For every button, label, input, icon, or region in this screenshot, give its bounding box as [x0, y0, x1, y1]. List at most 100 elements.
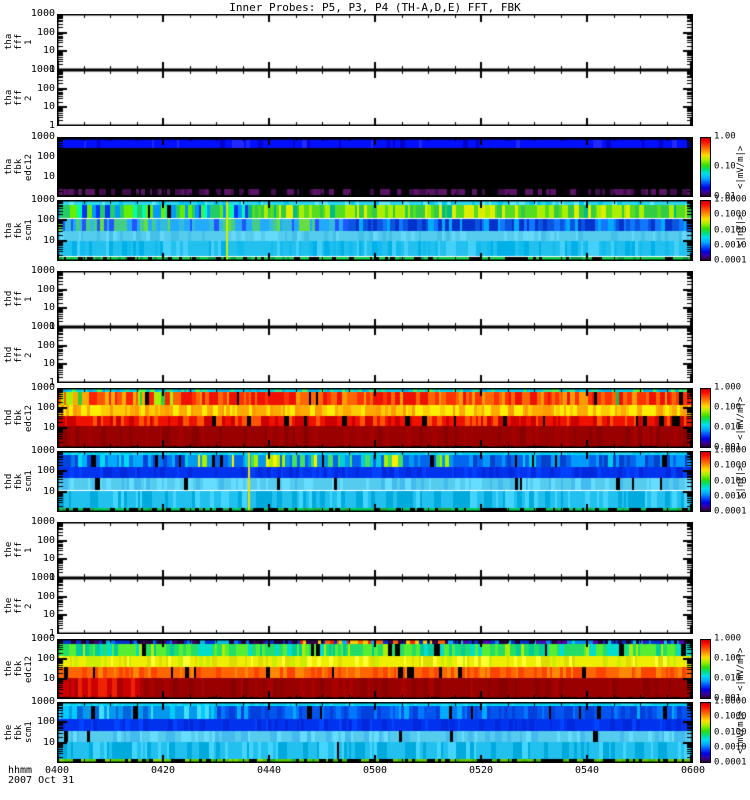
y-tick-label: 100	[36, 591, 55, 602]
panel-label-the-fff-1: the fff 1	[4, 541, 34, 559]
y-tick-label: 10	[42, 171, 55, 182]
colorbar-tick-label: 0.0100	[714, 727, 747, 738]
colorbar-tick-label: 0.0001	[714, 757, 747, 768]
colorbar-title: <|mV/m|>	[736, 647, 746, 691]
panel-thd-fbk-edc12: thd fbk edc12 1000 100 10 1.000 0.100 0.010 0.0…	[0, 383, 750, 453]
spectrogram-canvas-the-fbk-scm1	[57, 702, 693, 763]
colorbar-title: <|mV/m|>	[736, 145, 746, 189]
y-tick-label: 1	[48, 64, 55, 75]
colorbar-tick-label: 0.1000	[714, 711, 747, 722]
colorbar-tick-label: 0.010	[714, 673, 742, 684]
y-tick-label: 10	[42, 609, 55, 620]
y-tick-label: 1	[48, 377, 55, 388]
y-tick-label: 1	[48, 321, 55, 332]
colorbar-tick-label: 0.0010	[714, 240, 747, 251]
panel-label-the-fff-2: the fff 2	[4, 597, 34, 615]
panel-label-the-fbk-scm1: the fbk scm1	[4, 721, 34, 744]
colorbar-thd-fbk-edc12	[700, 388, 711, 448]
y-tick-label: 100	[36, 716, 55, 727]
y-tick-label: 1000	[30, 194, 55, 205]
x-axis-label: hhmm	[8, 765, 33, 776]
panel-label-the-fbk-edc12: the fbk edc12	[4, 655, 34, 683]
colorbar-the-fbk-edc12	[700, 639, 711, 699]
empty-panel-canvas-thd-fff-1	[57, 271, 693, 327]
y-tick-label: 100	[36, 465, 55, 476]
y-tick-label: 100	[36, 402, 55, 413]
y-tick-label: 1000	[30, 265, 55, 276]
colorbar-tick-label: 0.0100	[714, 476, 747, 487]
colorbar-tick-label: 1.00	[714, 131, 736, 142]
panel-label-thd-fbk-edc12: thd fbk edc12	[4, 404, 34, 432]
y-tick-label: 100	[36, 535, 55, 546]
panel-thd-fff-1: thd fff 1 1000 100 10 1	[0, 266, 750, 332]
panel-label-tha-fbk-edc12: tha fbk edc12	[4, 153, 34, 181]
x-tick-label: 0500	[362, 765, 388, 776]
colorbar-tick-label: 1.0000	[714, 194, 747, 205]
x-tick-label: 0540	[574, 765, 600, 776]
panel-thd-fff-2: thd fff 2 1000 100 10 1	[0, 322, 750, 388]
empty-panel-canvas-thd-fff-2	[57, 327, 693, 383]
panel-tha-fbk-edc12: tha fbk edc12 1000 100 10 1.00 0.10 0.01 <|mV/m…	[0, 132, 750, 202]
y-tick-label: 10	[42, 45, 55, 56]
empty-panel-canvas-tha-fff-2	[57, 70, 693, 126]
spectrogram-canvas-tha-fbk-edc12	[57, 137, 693, 197]
y-tick-label: 100	[36, 284, 55, 295]
colorbar-tick-label: 0.010	[714, 422, 742, 433]
y-tick-label: 1000	[30, 131, 55, 142]
y-tick-label: 1000	[30, 633, 55, 644]
panel-tha-fff-1: tha fff 1 1000 100 10 1	[0, 9, 750, 75]
colorbar-title: <|nT|>	[736, 214, 746, 247]
colorbar-tick-label: 0.0010	[714, 742, 747, 753]
panel-label-tha-fbk-scm1: tha fbk scm1	[4, 219, 34, 242]
colorbar-tha-fbk-scm1	[700, 200, 711, 261]
colorbar-title: <|mV/m|>	[736, 710, 746, 755]
spectrogram-canvas-thd-fbk-edc12	[57, 388, 693, 448]
y-tick-label: 1000	[30, 8, 55, 19]
y-tick-label: 10	[42, 302, 55, 313]
y-tick-label: 10	[42, 358, 55, 369]
y-tick-label: 1000	[30, 64, 55, 75]
colorbar-tick-label: 0.01	[714, 191, 736, 202]
colorbar-tick-label: 1.000	[714, 633, 742, 644]
y-tick-label: 10	[42, 422, 55, 433]
y-tick-label: 10	[42, 486, 55, 497]
colorbar-tick-label: 0.0001	[714, 506, 747, 517]
panel-the-fff-2: the fff 2 1000 100 10 1	[0, 573, 750, 639]
panel-label-thd-fff-2: thd fff 2	[4, 346, 34, 364]
colorbar-tick-label: 1.000	[714, 382, 742, 393]
panel-tha-fbk-scm1: tha fbk scm1 1000 100 10 1.0000 0.1000 0.0100 0…	[0, 195, 750, 266]
y-tick-label: 1	[48, 572, 55, 583]
spectrogram-canvas-tha-fbk-scm1	[57, 200, 693, 261]
colorbar-tick-label: 0.001	[714, 693, 742, 704]
y-tick-label: 100	[36, 653, 55, 664]
colorbar-tick-label: 0.001	[714, 442, 742, 453]
plot-title: Inner Probes: P5, P3, P4 (TH-A,D,E) FFT,…	[229, 1, 521, 14]
colorbar-tick-label: 0.10	[714, 161, 736, 172]
panel-thd-fbk-scm1: thd fbk scm1 1000 100 10 1.0000 0.1000 0.0100 0…	[0, 446, 750, 517]
y-tick-label: 1000	[30, 572, 55, 583]
colorbar-tick-label: 0.100	[714, 402, 742, 413]
colorbar-tick-label: 0.0010	[714, 491, 747, 502]
panel-tha-fff-2: tha fff 2 1000 100 10 1	[0, 65, 750, 131]
colorbar-the-fbk-scm1	[700, 702, 711, 763]
y-tick-label: 1000	[30, 516, 55, 527]
colorbar-thd-fbk-scm1	[700, 451, 711, 512]
panel-label-thd-fff-1: thd fff 1	[4, 290, 34, 308]
y-tick-label: 100	[36, 151, 55, 162]
spectrogram-canvas-the-fbk-edc12	[57, 639, 693, 699]
y-tick-label: 1	[48, 120, 55, 131]
empty-panel-canvas-the-fff-2	[57, 578, 693, 634]
spectrogram-canvas-thd-fbk-scm1	[57, 451, 693, 512]
x-tick-label: 0420	[150, 765, 176, 776]
y-tick-label: 10	[42, 673, 55, 684]
panel-the-fbk-edc12: the fbk edc12 1000 100 10 1.000 0.100 0.010 0.0…	[0, 634, 750, 704]
y-tick-label: 100	[36, 27, 55, 38]
y-tick-label: 100	[36, 83, 55, 94]
y-tick-label: 1000	[30, 321, 55, 332]
empty-panel-canvas-tha-fff-1	[57, 14, 693, 70]
x-tick-label: 0440	[256, 765, 282, 776]
y-tick-label: 1000	[30, 382, 55, 393]
colorbar-title: <|nT|>	[736, 465, 746, 498]
colorbar-tick-label: 1.0000	[714, 445, 747, 456]
x-tick-label: 0600	[680, 765, 706, 776]
